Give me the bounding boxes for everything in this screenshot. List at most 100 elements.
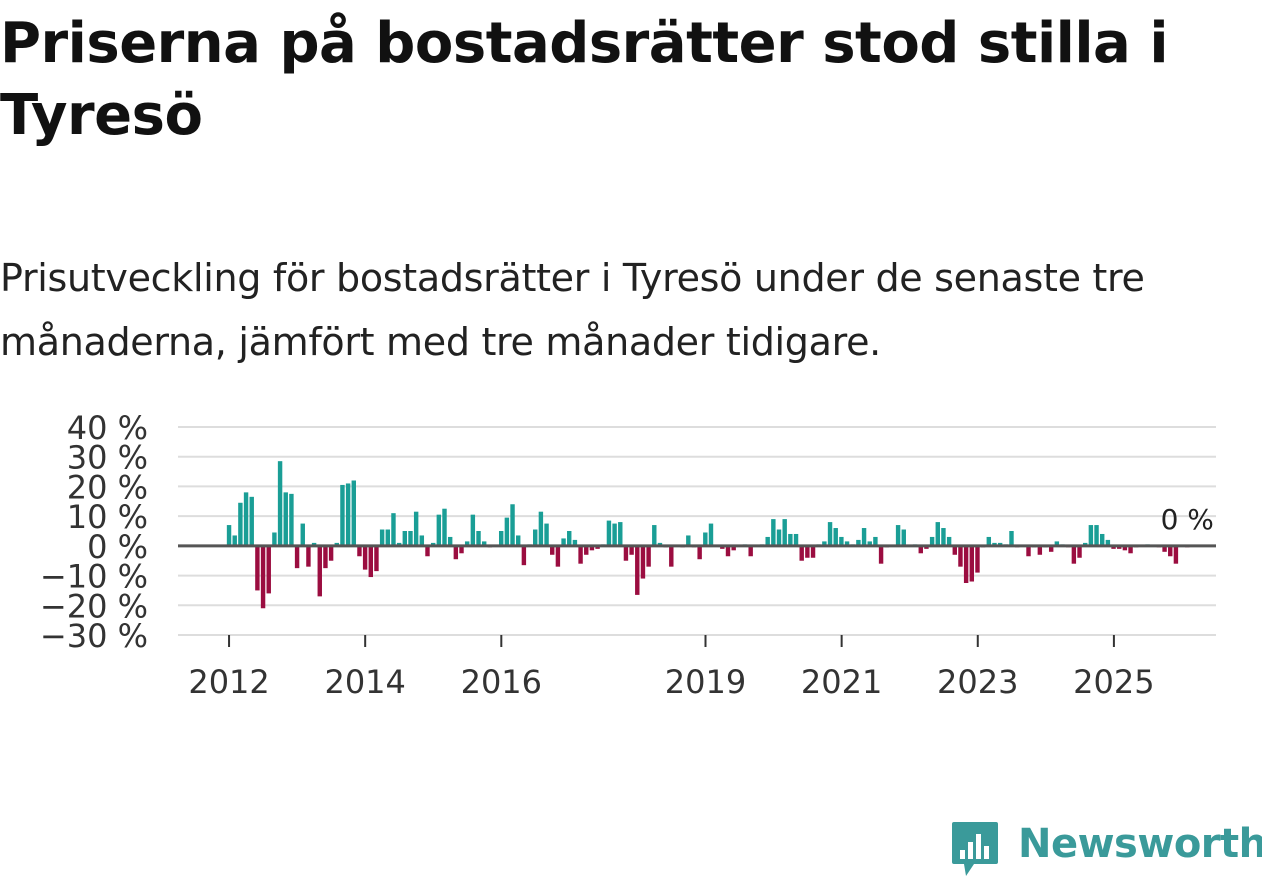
bar [351,480,356,546]
bar [1168,545,1173,557]
chart-subtitle: Prisutveckling för bostadsrätter i Tyres… [0,256,1145,364]
bar [833,528,838,546]
x-tick-label: 2023 [937,663,1018,701]
bar [708,523,714,546]
bar [226,525,232,546]
bar [1122,545,1128,551]
bar [765,536,770,546]
y-tick-label: −20 % [40,587,148,625]
bar [612,523,617,546]
bar [300,523,305,546]
bar [844,541,850,546]
bar [516,535,521,546]
bar [725,545,731,557]
bar [340,484,345,546]
bar [782,519,787,546]
bar [277,461,283,546]
y-tick-label: −10 % [40,558,148,596]
logo-bar-1 [960,850,965,859]
y-tick-label: 20 % [67,468,148,506]
bar [260,545,266,609]
y-tick-label: 30 % [67,439,148,477]
bar [561,538,566,546]
bar [544,523,549,546]
bar [918,545,923,554]
bar [413,511,419,546]
bar [323,545,328,569]
bar [771,519,776,546]
bar [731,545,736,551]
bar [391,513,396,546]
bar [629,545,634,555]
chart-title: Priserna på bostadsrätter stod stilla i … [0,11,1169,148]
bar [521,545,527,566]
bar [470,514,476,546]
bar [748,545,753,557]
x-tick-label: 2016 [461,663,542,701]
bar [878,545,884,564]
y-tick-label: −30 % [40,617,148,655]
bar [861,528,867,546]
x-tick-label: 2025 [1073,663,1154,701]
bar [1009,531,1014,546]
y-tick-label: 40 % [67,409,148,447]
x-tick-label: 2014 [324,663,405,701]
bar [266,545,271,594]
bar [895,525,901,546]
bar [901,529,906,546]
bar [306,545,311,567]
bar [1128,545,1133,554]
bar [1026,545,1031,557]
bar [550,545,555,555]
bar [317,545,322,597]
bar [606,520,612,546]
bar [243,492,249,546]
bar [283,492,288,546]
bar [839,536,844,546]
bar [464,541,470,546]
bar [822,541,827,546]
bar [1088,525,1094,546]
bar [1054,541,1060,546]
bar [799,545,804,561]
newsworthy-logo: Newsworthy [950,818,1262,878]
bar [788,533,793,546]
bar [385,529,391,546]
bar [368,545,373,578]
bar [289,493,294,546]
bar [1105,539,1111,546]
bar [249,496,254,546]
bar [867,541,872,546]
bar [1071,545,1077,564]
bar [1094,525,1099,546]
bar [810,545,816,558]
newsworthy-logo-icon [952,822,998,876]
bar [357,545,362,557]
bar [793,533,799,546]
logo-bar-2 [968,842,973,859]
bar [533,529,538,546]
bar [1037,545,1043,555]
bar [504,517,510,546]
bar [805,545,810,558]
bar [963,545,969,583]
bar [255,545,260,591]
x-tick-label: 2021 [801,663,882,701]
bar [935,522,940,546]
bar [453,545,459,560]
bar [686,535,691,546]
bar [827,522,833,546]
bar [1162,545,1167,552]
bar [584,545,589,555]
bar [776,529,782,546]
bar [419,535,425,546]
bar [589,545,595,551]
bar [623,545,629,561]
bar [646,545,651,567]
bar [952,545,957,555]
bar [1077,545,1082,558]
bar [374,545,379,572]
bar [442,508,447,546]
bar [1048,545,1054,552]
bar [272,532,277,546]
